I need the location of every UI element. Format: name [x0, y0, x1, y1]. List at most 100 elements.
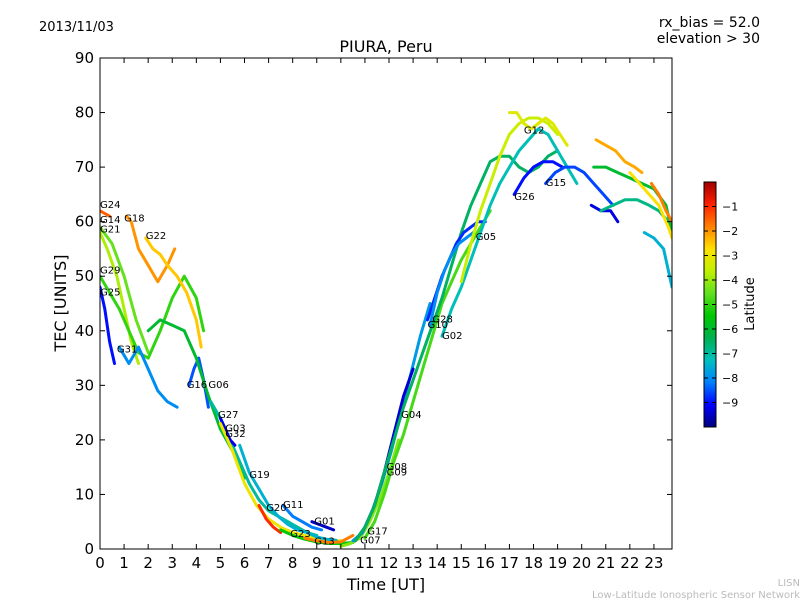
- x-tick-label: 9: [312, 554, 322, 572]
- x-tick-label: 2: [143, 554, 153, 572]
- satellite-label-g13: G13: [314, 537, 334, 548]
- satellite-label-g10: G10: [428, 320, 448, 331]
- series-line-g19: [238, 443, 338, 542]
- x-tick-label: 7: [264, 554, 274, 572]
- satellite-label-g04: G04: [401, 410, 421, 421]
- x-tick-label: 5: [216, 554, 226, 572]
- y-tick-label: 90: [75, 49, 94, 67]
- satellite-label-g23: G23: [290, 529, 310, 540]
- x-tick-label: 22: [620, 554, 639, 572]
- satellite-label-g17: G17: [367, 526, 387, 537]
- satellite-label-g09: G09: [387, 467, 407, 478]
- colorbar: [704, 182, 716, 427]
- colorbar-tick-label: −3: [722, 250, 738, 263]
- satellite-label-g15: G15: [546, 178, 566, 189]
- series-line-g20: [257, 503, 283, 535]
- x-tick-label: 15: [452, 554, 471, 572]
- series-line-g11: [281, 503, 324, 532]
- series-line-g25: [100, 285, 116, 365]
- x-tick-label: 21: [596, 554, 615, 572]
- chart-title: PIURA, Peru: [339, 37, 432, 56]
- series-line-g29: [100, 274, 206, 360]
- x-tick-label: 6: [240, 554, 250, 572]
- satellite-label-g27: G27: [218, 410, 238, 421]
- satellite-label-g14: G14: [100, 215, 120, 226]
- satellite-label-g31: G31: [117, 345, 137, 356]
- satellite-label-g07: G07: [360, 536, 380, 547]
- y-tick-label: 50: [75, 267, 94, 285]
- x-tick-label: 17: [500, 554, 519, 572]
- satellite-label-g26: G26: [514, 192, 534, 203]
- series-line-g22: [144, 236, 203, 349]
- x-tick-label: 3: [167, 554, 177, 572]
- x-tick-label: 11: [355, 554, 374, 572]
- series-line-g31: [117, 345, 179, 409]
- x-tick-label: 19: [548, 554, 567, 572]
- colorbar-tick-label: −1: [722, 201, 738, 214]
- satellite-label-g16: G16: [187, 380, 207, 391]
- series-line-g26: [512, 160, 564, 196]
- y-tick-label: 30: [75, 376, 94, 394]
- y-tick-label: 60: [75, 213, 94, 231]
- colorbar-tick-label: −4: [722, 274, 738, 287]
- satellite-label-g25: G25: [100, 287, 120, 298]
- y-tick-label: 40: [75, 322, 94, 340]
- y-tick-label: 10: [75, 485, 94, 503]
- x-tick-label: 4: [192, 554, 202, 572]
- satellite-label-g05: G05: [476, 232, 496, 243]
- colorbar-tick-label: −6: [722, 323, 738, 336]
- x-tick-label: 10: [331, 554, 350, 572]
- series-line-g13: [303, 533, 355, 544]
- x-tick-label: 0: [95, 554, 105, 572]
- satellite-label-g32: G32: [225, 429, 245, 440]
- satellite-label-g19: G19: [249, 470, 269, 481]
- colorbar-tick-label: −9: [722, 397, 738, 410]
- satellite-label-g06: G06: [208, 380, 228, 391]
- y-ticks: 0 10 20 30 40 50 60 70 80 90: [75, 49, 672, 558]
- series-line-g21: [100, 231, 140, 365]
- satellite-label-g18: G18: [124, 214, 144, 225]
- satellite-label-g28: G28: [432, 315, 452, 326]
- series-line-g02: [440, 127, 579, 338]
- satellite-label-g20: G20: [266, 503, 286, 514]
- series-line-g14: [100, 225, 150, 355]
- satellite-label-g11: G11: [283, 500, 303, 511]
- series-layer: [100, 111, 672, 548]
- x-tick-label: 20: [572, 554, 591, 572]
- y-tick-label: 20: [75, 431, 94, 449]
- x-axis-label: Time [UT]: [346, 575, 425, 594]
- series-line-track-31: [589, 203, 620, 224]
- y-tick-label: 80: [75, 104, 94, 122]
- satellite-label-g24: G24: [100, 200, 120, 211]
- footer-lisn: LISN: [778, 578, 800, 589]
- series-line-g10: [428, 231, 475, 327]
- colorbar-tick-label: −2: [722, 225, 738, 238]
- rx-bias-label: rx_bias = 52.0: [659, 15, 760, 31]
- colorbar-tick-label: −5: [722, 299, 738, 312]
- x-tick-label: 13: [404, 554, 423, 572]
- satellite-label-g29: G29: [100, 266, 120, 277]
- satellite-label-g01: G01: [314, 517, 334, 528]
- series-line-g03: [218, 416, 237, 447]
- colorbar-tick-label: −7: [722, 348, 738, 361]
- colorbar-label: Latitude: [743, 277, 758, 331]
- series-line-track-35: [628, 171, 672, 240]
- footer-network: Low-Latitude Ionospheric Sensor Network: [592, 590, 800, 600]
- satellite-label-g03: G03: [225, 424, 245, 435]
- x-tick-label: 12: [379, 554, 398, 572]
- series-line-g24: [100, 209, 112, 218]
- x-tick-label: 18: [524, 554, 543, 572]
- series-line-g15: [544, 165, 615, 207]
- x-tick-label: 23: [644, 554, 663, 572]
- satellite-label-g08: G08: [387, 462, 407, 473]
- y-tick-label: 0: [84, 540, 94, 558]
- series-line-g12: [507, 111, 569, 147]
- colorbar-tick-label: −8: [722, 372, 738, 385]
- series-line-track-32: [594, 138, 644, 175]
- y-axis-label: TEC [UNITS]: [51, 255, 70, 353]
- x-tick-label: 14: [428, 554, 447, 572]
- series-line-track-34: [599, 198, 670, 224]
- x-tick-label: 8: [288, 554, 298, 572]
- x-tick-label: 16: [476, 554, 495, 572]
